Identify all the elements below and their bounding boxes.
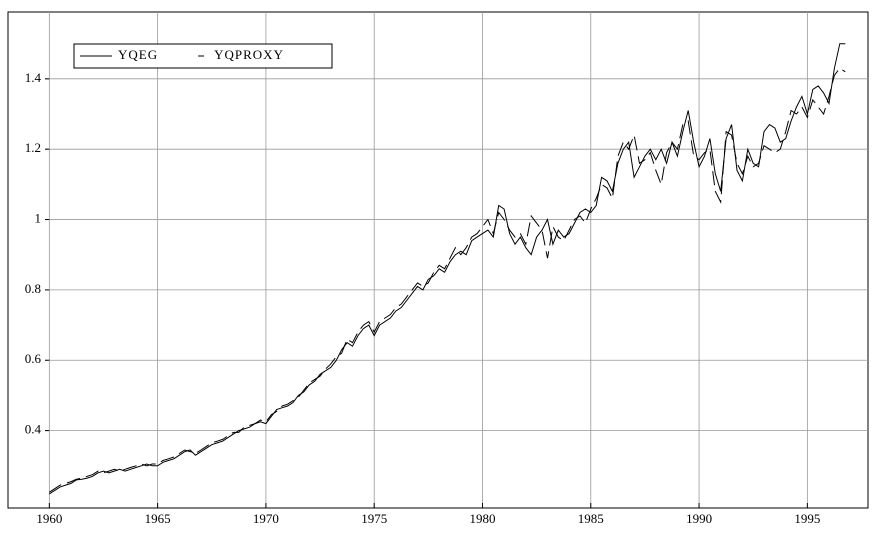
x-tick-label: 1990 xyxy=(686,511,712,526)
y-tick-label: 1.2 xyxy=(25,140,41,155)
y-tick-label: 0.6 xyxy=(25,351,42,366)
x-tick-label: 1970 xyxy=(253,511,279,526)
x-tick-label: 1995 xyxy=(794,511,820,526)
x-tick-label: 1960 xyxy=(36,511,62,526)
legend-label: YQEG xyxy=(118,47,158,62)
series-line xyxy=(49,67,846,493)
y-tick-label: 0.4 xyxy=(25,422,42,437)
x-tick-label: 1980 xyxy=(469,511,495,526)
y-tick-label: 0.8 xyxy=(25,281,41,296)
y-tick-label: 1.4 xyxy=(25,70,42,85)
frame xyxy=(7,11,869,509)
y-tick-label: 1 xyxy=(35,211,42,226)
series-line xyxy=(49,43,846,495)
legend-label: YQPROXY xyxy=(214,47,284,62)
x-tick-label: 1965 xyxy=(145,511,171,526)
x-tick-label: 1985 xyxy=(578,511,604,526)
x-tick-label: 1975 xyxy=(361,511,387,526)
